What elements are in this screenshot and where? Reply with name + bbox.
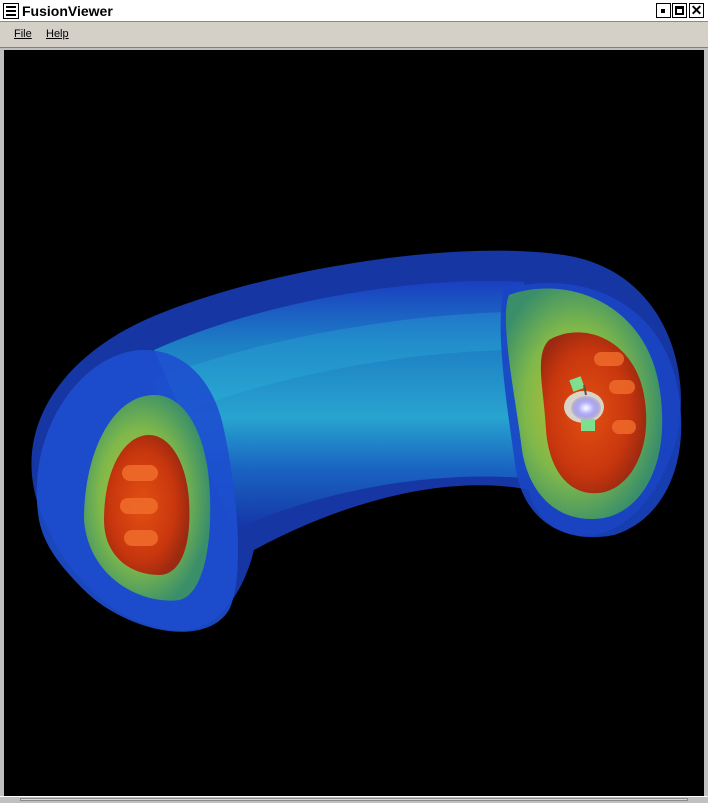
minimize-button[interactable]: [656, 3, 671, 18]
title-bar[interactable]: FusionViewer ✕: [0, 0, 708, 22]
maximize-button[interactable]: [672, 3, 687, 18]
maximize-icon: [675, 6, 684, 15]
menu-file[interactable]: File: [14, 28, 32, 40]
menu-bar: File Help: [0, 22, 708, 48]
bottom-scrollbar[interactable]: [0, 796, 708, 803]
tube-band: [154, 280, 544, 530]
render-viewport[interactable]: [4, 50, 704, 796]
torus-render: [31, 250, 682, 632]
menu-help[interactable]: Help: [46, 28, 69, 40]
window-title: FusionViewer: [22, 3, 113, 19]
close-button[interactable]: ✕: [689, 2, 704, 18]
minimize-icon: [661, 9, 665, 13]
scrollbar-thumb[interactable]: [20, 798, 688, 801]
probe-object: [564, 376, 604, 431]
close-icon: ✕: [690, 2, 703, 18]
window-menu-icon[interactable]: [3, 3, 19, 19]
